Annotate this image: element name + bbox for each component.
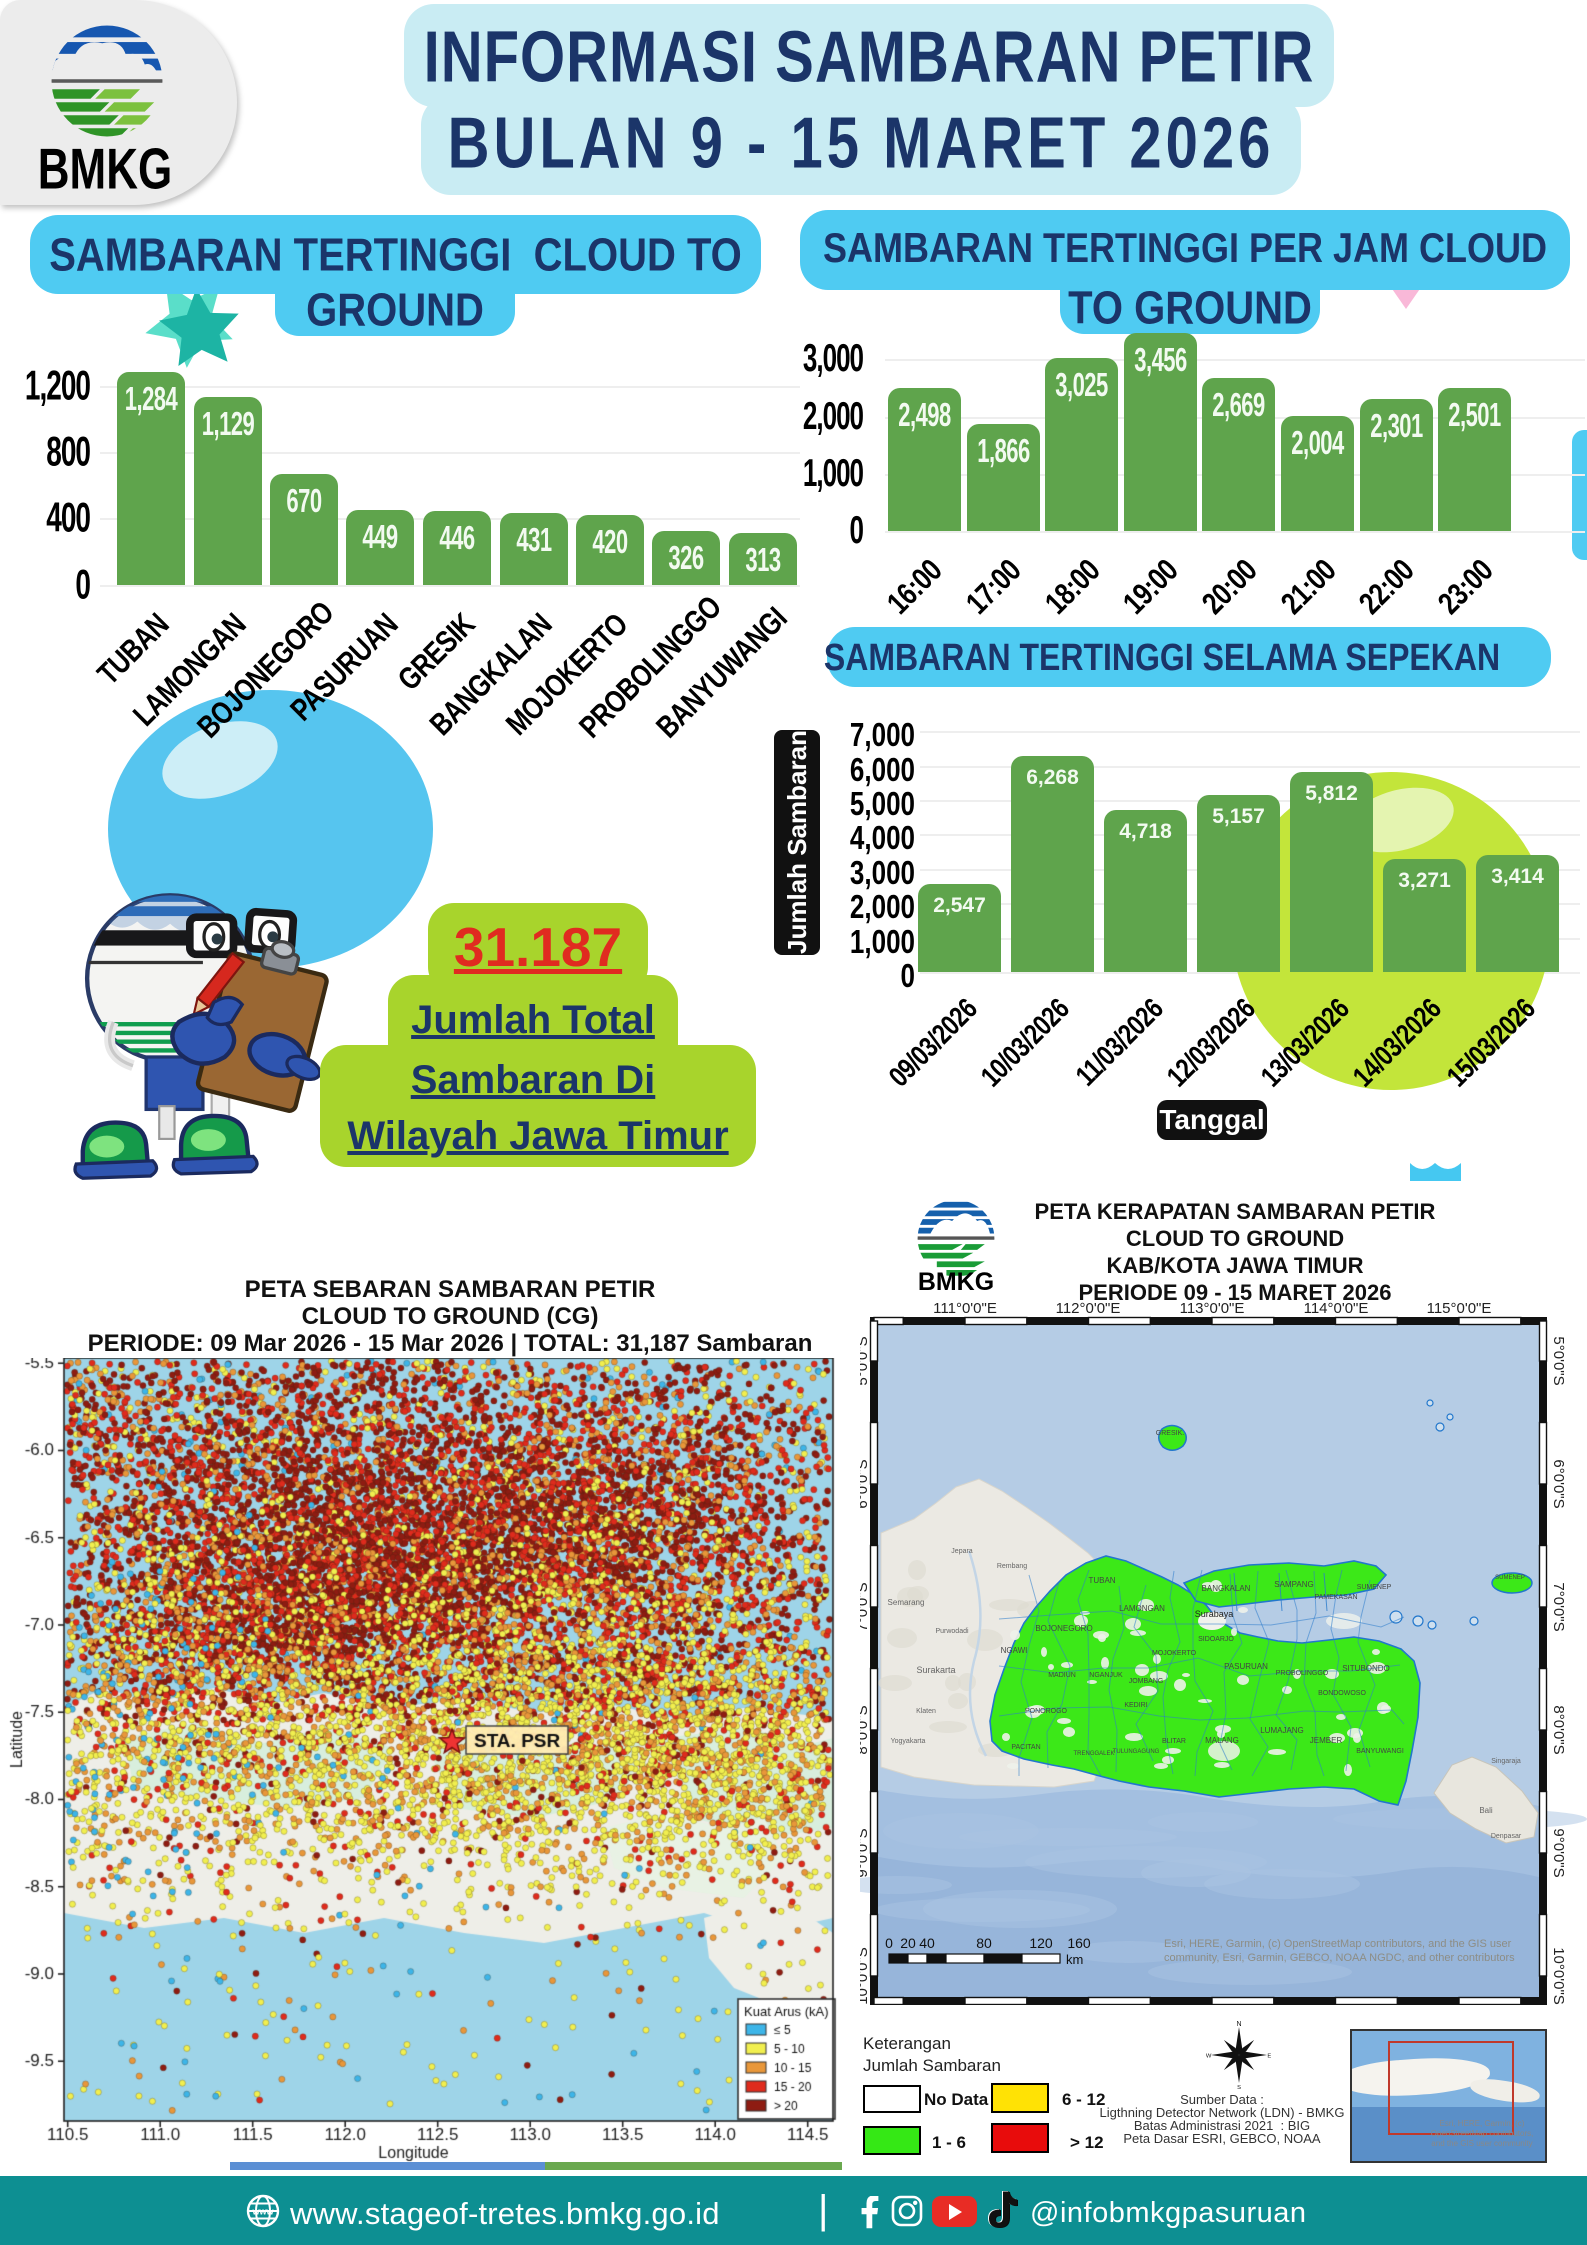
svg-text:Singaraja: Singaraja bbox=[1491, 1758, 1521, 1765]
svg-text:160: 160 bbox=[1067, 1935, 1091, 1951]
svg-text:BONDOWOSO: BONDOWOSO bbox=[1318, 1690, 1366, 1697]
svg-text:km: km bbox=[1066, 1952, 1083, 1967]
svg-text:115°0'0"E: 115°0'0"E bbox=[1427, 1301, 1492, 1317]
svg-text:Semarang: Semarang bbox=[888, 1598, 925, 1607]
svg-text:20: 20 bbox=[900, 1935, 916, 1951]
svg-text:SUMENEP: SUMENEP bbox=[1495, 1575, 1525, 1581]
svg-text:9°0'0"S: 9°0'0"S bbox=[860, 1828, 871, 1877]
svg-text:PASURUAN: PASURUAN bbox=[1224, 1662, 1268, 1671]
svg-text:9°0'0"S: 9°0'0"S bbox=[1550, 1828, 1567, 1877]
svg-text:8°0'0"S: 8°0'0"S bbox=[1550, 1705, 1567, 1754]
svg-text:MALANG: MALANG bbox=[1205, 1736, 1239, 1745]
svg-text:N: N bbox=[1236, 2021, 1241, 2028]
svg-text:TULUNGAGUNG: TULUNGAGUNG bbox=[1113, 1749, 1160, 1755]
svg-text:GRESIK.: GRESIK. bbox=[1156, 1430, 1184, 1437]
svg-text:5°0'0"S: 5°0'0"S bbox=[860, 1336, 871, 1385]
svg-text:7°0'0"S: 7°0'0"S bbox=[1550, 1582, 1567, 1631]
svg-text:BLITAR: BLITAR bbox=[1162, 1738, 1186, 1745]
svg-text:113°0'0"E: 113°0'0"E bbox=[1180, 1301, 1245, 1317]
svg-text:BOJONEGORO: BOJONEGORO bbox=[1035, 1624, 1092, 1633]
svg-text:SUMENEP: SUMENEP bbox=[1357, 1584, 1392, 1591]
svg-text:SITUBONDO: SITUBONDO bbox=[1342, 1664, 1390, 1673]
svg-text:114°0'0"E: 114°0'0"E bbox=[1304, 1301, 1369, 1317]
svg-text:MOJOKERTO: MOJOKERTO bbox=[1152, 1650, 1197, 1657]
svg-text:10°0'0"S: 10°0'0"S bbox=[1550, 1947, 1567, 2005]
svg-text:Jepara: Jepara bbox=[951, 1548, 973, 1555]
svg-text:BANGKALAN: BANGKALAN bbox=[1202, 1584, 1251, 1593]
svg-text:Surabaya: Surabaya bbox=[1195, 1609, 1234, 1619]
svg-text:SIDOARJO: SIDOARJO bbox=[1198, 1636, 1234, 1643]
svg-text:40: 40 bbox=[919, 1935, 935, 1951]
svg-text:8°0'0"S: 8°0'0"S bbox=[860, 1705, 871, 1754]
svg-text:Yogyakarta: Yogyakarta bbox=[891, 1738, 926, 1745]
svg-text:6°0'0"S: 6°0'0"S bbox=[1550, 1459, 1567, 1508]
svg-text:6°0'0"S: 6°0'0"S bbox=[860, 1459, 871, 1508]
svg-text:Rembang: Rembang bbox=[997, 1563, 1027, 1570]
svg-text:Surakarta: Surakarta bbox=[916, 1665, 955, 1675]
svg-text:Klaten: Klaten bbox=[916, 1708, 936, 1715]
svg-text:TUBAN: TUBAN bbox=[1088, 1576, 1115, 1585]
svg-text:NGANJUK: NGANJUK bbox=[1089, 1672, 1123, 1679]
svg-text:W: W bbox=[1206, 2053, 1212, 2059]
svg-text:JOMBANG: JOMBANG bbox=[1129, 1678, 1164, 1685]
svg-text:TRENGGALEK: TRENGGALEK bbox=[1073, 1751, 1114, 1757]
svg-text:10°0'0"S: 10°0'0"S bbox=[860, 1947, 871, 2005]
svg-text:0: 0 bbox=[885, 1935, 893, 1951]
svg-text:Bali: Bali bbox=[1479, 1806, 1493, 1815]
svg-text:KEDIRI: KEDIRI bbox=[1124, 1702, 1147, 1709]
svg-text:112°0'0"E: 112°0'0"E bbox=[1056, 1301, 1121, 1317]
svg-text:community, Esri, Garmin, GEBCO: community, Esri, Garmin, GEBCO, NOAA NGD… bbox=[1164, 1952, 1515, 1964]
svg-text:LUMAJANG: LUMAJANG bbox=[1260, 1726, 1304, 1735]
svg-text:7°0'0"S: 7°0'0"S bbox=[860, 1582, 871, 1631]
svg-text:BMKG: BMKG bbox=[918, 1268, 994, 1294]
svg-text:80: 80 bbox=[976, 1935, 992, 1951]
svg-text:PONOROGO: PONOROGO bbox=[1025, 1708, 1068, 1715]
svg-text:JEMBER: JEMBER bbox=[1310, 1736, 1343, 1745]
svg-text:www: www bbox=[251, 2207, 274, 2217]
svg-text:5°0'0"S: 5°0'0"S bbox=[1550, 1336, 1567, 1385]
svg-text:SAMPANG: SAMPANG bbox=[1274, 1580, 1313, 1589]
svg-text:120: 120 bbox=[1029, 1935, 1053, 1951]
svg-text:PAMEKASAN: PAMEKASAN bbox=[1314, 1594, 1357, 1601]
svg-text:PROBOLINGGO: PROBOLINGGO bbox=[1276, 1670, 1329, 1677]
svg-text:BANYUWANGI: BANYUWANGI bbox=[1356, 1748, 1404, 1755]
svg-text:Purwodadi: Purwodadi bbox=[935, 1628, 969, 1635]
svg-text:LAMONGAN: LAMONGAN bbox=[1119, 1604, 1165, 1613]
svg-text:111°0'0"E: 111°0'0"E bbox=[933, 1301, 997, 1317]
svg-text:Esri, HERE, Garmin, (c) OpenSt: Esri, HERE, Garmin, (c) OpenStreetMap co… bbox=[1164, 1938, 1512, 1950]
svg-text:Denpasar: Denpasar bbox=[1491, 1833, 1522, 1840]
svg-text:PACITAN: PACITAN bbox=[1011, 1744, 1040, 1751]
svg-text:NGAWI: NGAWI bbox=[1001, 1646, 1028, 1655]
svg-text:E: E bbox=[1267, 2053, 1271, 2059]
svg-text:MADIUN: MADIUN bbox=[1048, 1672, 1076, 1679]
svg-text:S: S bbox=[1237, 2085, 1241, 2090]
